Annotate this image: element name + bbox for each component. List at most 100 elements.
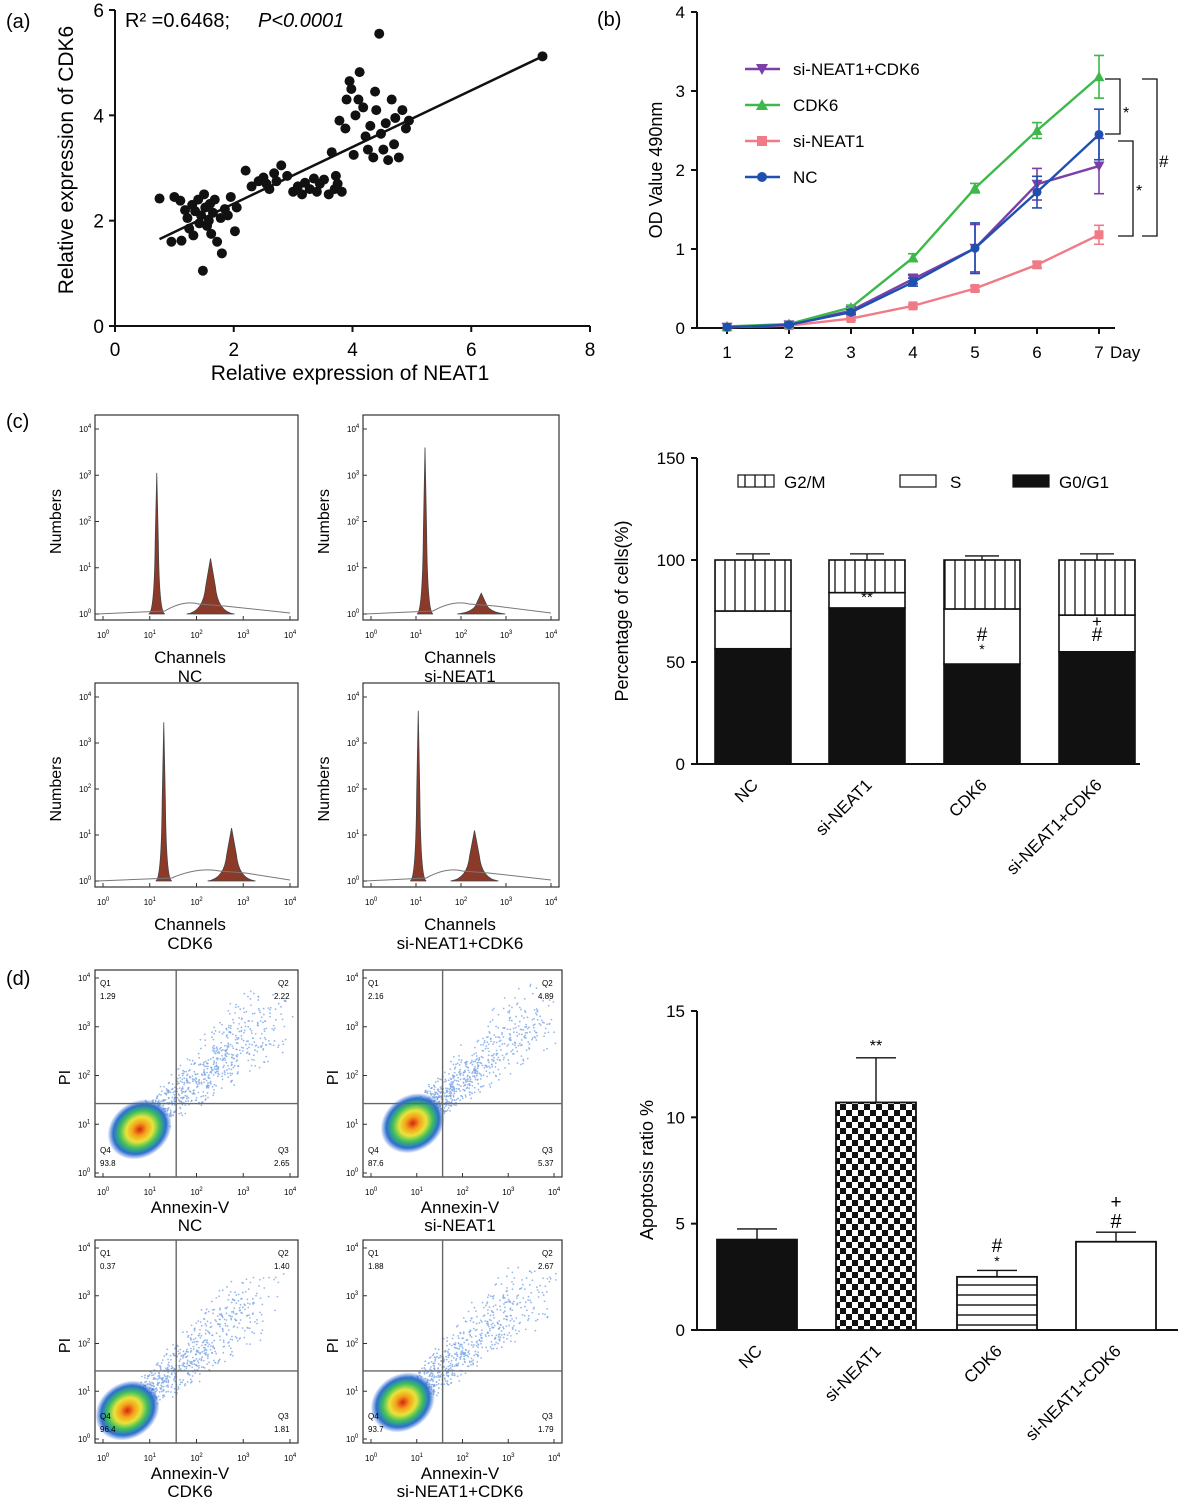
d-dot — [455, 1090, 458, 1093]
d-ytick-label: 101 — [346, 1386, 359, 1396]
d-dot — [453, 1071, 456, 1074]
d-dot — [233, 1307, 236, 1310]
d-dot — [262, 1047, 265, 1050]
d-dot — [486, 1350, 489, 1352]
d-dot — [462, 1317, 465, 1319]
d-dot — [423, 1367, 426, 1369]
d-dot — [446, 1100, 449, 1103]
d-dot — [526, 1031, 529, 1034]
d-dot — [242, 1007, 245, 1010]
d-dot — [508, 1017, 511, 1020]
d-dot — [491, 1065, 494, 1068]
c-ytick-label: 100 — [79, 609, 92, 619]
d-dot — [156, 1095, 159, 1097]
d-dot — [212, 1094, 215, 1097]
d-xtick-label: 102 — [457, 1453, 470, 1463]
d-dot — [250, 1029, 253, 1032]
d-dot — [157, 1099, 160, 1102]
d-dot — [482, 1043, 485, 1046]
panel-d-bar-bars: **#*+# — [716, 1038, 1157, 1331]
c-histogram-peak — [148, 472, 166, 615]
d-dot — [533, 1270, 536, 1273]
d-dot — [194, 1080, 197, 1082]
d-dot — [429, 1368, 432, 1370]
d-dot — [269, 1043, 272, 1046]
d-dot — [218, 1313, 221, 1315]
d-dot — [212, 1346, 214, 1348]
d-dot — [460, 1094, 462, 1097]
d-dot — [548, 1022, 551, 1025]
d-q4-name: Q4 — [368, 1146, 379, 1155]
d-dot — [513, 1277, 516, 1279]
a-data-point — [154, 193, 165, 204]
d-dot — [291, 1015, 294, 1018]
d-dot — [439, 1086, 442, 1089]
panel-d: (d) Q11.29Q22.22Q493.8Q32.65100100101101… — [6, 968, 563, 1501]
d-dot — [475, 1353, 477, 1356]
d-dot — [536, 1034, 539, 1037]
d-dot — [471, 1059, 473, 1062]
d-dot — [186, 1381, 189, 1383]
d-dot — [214, 1071, 217, 1074]
d-dot — [173, 1387, 176, 1390]
d-dot — [249, 1281, 252, 1284]
d-dot — [156, 1378, 159, 1381]
d-dot — [235, 1302, 238, 1305]
d-dot — [213, 1088, 215, 1091]
d-dot — [502, 1058, 505, 1061]
d-dot — [193, 1070, 196, 1073]
a-data-point — [332, 178, 343, 189]
d-dot — [491, 1063, 493, 1066]
d-dot — [190, 1324, 193, 1327]
d-q2-name: Q2 — [542, 979, 553, 988]
d-dot — [536, 1018, 539, 1021]
d-dot — [155, 1096, 158, 1099]
d-dot — [516, 1031, 518, 1034]
d-dot — [508, 1004, 511, 1007]
d-dot — [544, 1032, 546, 1034]
d-dot — [272, 994, 274, 996]
d-dot — [473, 1306, 476, 1309]
d-dot — [215, 1050, 218, 1053]
d-dot — [261, 1329, 264, 1332]
d-dot — [231, 1350, 233, 1353]
d-dot — [167, 1358, 169, 1361]
d-dot — [151, 1385, 153, 1387]
a-data-point — [203, 215, 214, 226]
d-ylabel: PI — [57, 1070, 74, 1085]
d-dot — [448, 1083, 451, 1086]
d-dot — [206, 1330, 209, 1333]
d-dot — [507, 1011, 509, 1013]
d-dot — [468, 1083, 471, 1086]
a-data-point — [537, 51, 548, 62]
d-dot — [459, 1068, 462, 1071]
d-ytick-label: 103 — [346, 1022, 359, 1032]
d-dot — [215, 1352, 218, 1355]
panel-c-bar-xlabels: NC si-NEAT1 CDK6 si-NEAT1+CDK6 — [731, 775, 1106, 878]
d-dot — [492, 1314, 495, 1316]
d-dot — [435, 1394, 438, 1397]
d-dot — [548, 1280, 551, 1283]
cb-bar-G0/G1 — [714, 647, 792, 765]
d-dot — [157, 1382, 160, 1385]
d-dot — [547, 1004, 550, 1007]
d-dot — [193, 1363, 196, 1365]
d-dot — [450, 1097, 452, 1100]
d-dot — [260, 1313, 263, 1316]
d-dot — [462, 1352, 465, 1354]
d-dot — [554, 1042, 557, 1045]
d-dot — [184, 1352, 187, 1355]
d-dot — [523, 997, 526, 1000]
d-dot — [477, 1039, 480, 1042]
d-dot — [229, 1338, 232, 1341]
d-xtick-label: 104 — [284, 1187, 297, 1197]
d-dot — [238, 1022, 241, 1025]
d-dot — [193, 1062, 196, 1064]
d-dot — [527, 1317, 530, 1320]
panel-d-label: (d) — [6, 968, 30, 990]
d-dot — [520, 1287, 523, 1289]
d-dot — [169, 1091, 172, 1094]
d-dot — [191, 1059, 194, 1062]
d-dot — [552, 1000, 555, 1003]
a-data-point — [176, 235, 187, 246]
